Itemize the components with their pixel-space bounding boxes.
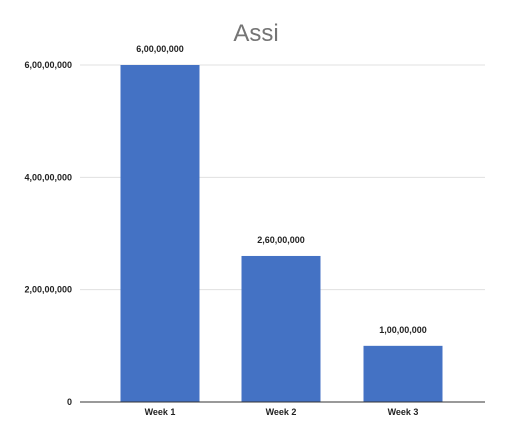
y-axis-tick-labels: 0 2,00,00,000 4,00,00,000 6,00,00,000 xyxy=(24,60,72,407)
bar-week-1 xyxy=(120,65,200,402)
x-tick-label: Week 3 xyxy=(388,407,419,417)
bar-week-2 xyxy=(241,255,321,402)
chart-title: Assi xyxy=(233,20,278,47)
data-label: 2,60,00,000 xyxy=(257,235,305,245)
y-tick-label: 2,00,00,000 xyxy=(24,285,72,295)
data-label: 6,00,00,000 xyxy=(136,44,184,54)
x-axis-tick-labels: Week 1 Week 2 Week 3 xyxy=(145,407,419,417)
x-tick-label: Week 2 xyxy=(266,407,297,417)
data-label: 1,00,00,000 xyxy=(379,325,427,335)
y-tick-label: 4,00,00,000 xyxy=(24,172,72,182)
bar-week-3 xyxy=(363,345,443,402)
y-tick-label: 6,00,00,000 xyxy=(24,60,72,70)
bars xyxy=(120,65,443,402)
x-tick-label: Week 1 xyxy=(145,407,176,417)
y-tick-label: 0 xyxy=(67,397,72,407)
data-labels: 6,00,00,000 2,60,00,000 1,00,00,000 xyxy=(136,44,427,335)
